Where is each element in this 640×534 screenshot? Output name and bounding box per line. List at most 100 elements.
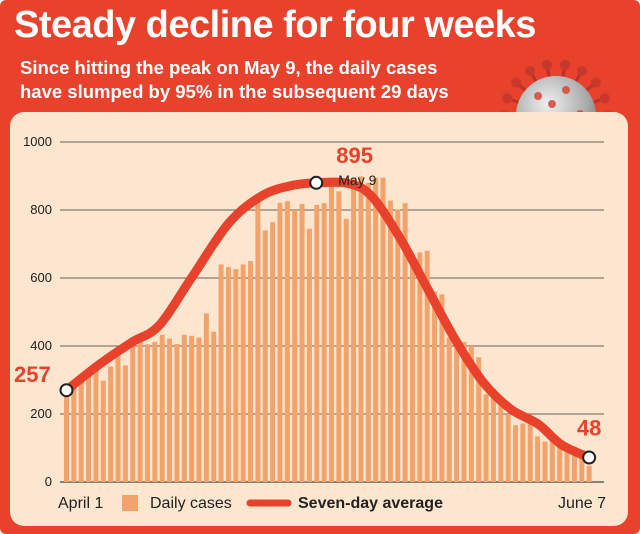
- chart-panel: 0 200 400 600 800 1000 257 895 May 9 48 April 1 D…: [10, 112, 628, 526]
- bar: [115, 355, 121, 482]
- bar: [402, 203, 408, 482]
- bar: [520, 423, 526, 482]
- marker-dot: [59, 383, 74, 398]
- bar: [365, 182, 371, 483]
- y-tick-label: 600: [30, 270, 52, 285]
- bar: [130, 343, 136, 482]
- bar: [579, 454, 585, 482]
- bar: [535, 436, 541, 482]
- bar: [571, 446, 577, 482]
- bar: [152, 341, 158, 482]
- y-tick-label: 400: [30, 338, 52, 353]
- seven-day-average-line: [62, 177, 594, 463]
- bar: [240, 264, 246, 482]
- bars-daily-cases: [64, 176, 592, 483]
- bar: [255, 194, 261, 482]
- annotation-value: 257: [14, 362, 51, 387]
- bar: [380, 177, 386, 482]
- bar: [314, 204, 320, 482]
- y-tick-label: 800: [30, 202, 52, 217]
- bar: [225, 267, 231, 482]
- y-axis-labels: 0 200 400 600 800 1000: [23, 134, 52, 489]
- bar: [144, 344, 150, 482]
- bar: [527, 417, 533, 482]
- bar: [446, 337, 452, 482]
- bar: [424, 250, 430, 482]
- legend: April 1 Daily cases Seven-day average June …: [58, 495, 606, 512]
- bar: [498, 400, 504, 482]
- bar: [122, 365, 128, 482]
- bar: [483, 394, 489, 482]
- bar: [233, 269, 239, 482]
- bar: [71, 385, 77, 482]
- bar: [86, 371, 92, 482]
- marker-dot: [309, 175, 324, 190]
- bar: [476, 357, 482, 482]
- bar: [64, 392, 70, 482]
- bar: [542, 441, 548, 482]
- bar: [409, 254, 415, 482]
- bar: [461, 341, 467, 482]
- bar: [439, 294, 445, 482]
- bar: [513, 425, 519, 482]
- bar: [351, 177, 357, 482]
- bar: [329, 177, 335, 482]
- x-tick-label-end: June 7: [558, 495, 606, 512]
- bar: [108, 366, 114, 482]
- y-tick-label: 1000: [23, 134, 52, 149]
- bar: [159, 334, 165, 482]
- bar: [248, 261, 254, 482]
- bar: [196, 337, 202, 482]
- annotation-markers: 257 895 May 9 48: [14, 143, 601, 465]
- chart-subtitle: Since hitting the peak on May 9, the dai…: [20, 56, 449, 104]
- annotation-value: 48: [577, 416, 601, 441]
- bar: [358, 176, 364, 482]
- bar: [306, 228, 312, 482]
- bar: [336, 191, 342, 483]
- bar: [211, 331, 217, 482]
- legend-label-daily-cases: Daily cases: [150, 495, 232, 512]
- bar: [167, 338, 173, 482]
- bar: [284, 201, 290, 482]
- bar: [564, 449, 570, 482]
- bar: [343, 218, 349, 482]
- chart-title: Steady decline for four weeks: [14, 4, 536, 46]
- bar: [321, 203, 327, 482]
- bar: [468, 346, 474, 482]
- bar: [174, 343, 180, 482]
- bar: [505, 414, 511, 482]
- bar: [218, 264, 224, 482]
- bar: [557, 442, 563, 482]
- subtitle-line-2: have slumped by 95% in the subsequent 29…: [20, 81, 449, 102]
- bar: [100, 380, 106, 482]
- marker-dot: [582, 450, 597, 465]
- bar: [181, 334, 187, 482]
- bar: [395, 209, 401, 482]
- bar: [490, 388, 496, 482]
- bar: [270, 222, 276, 482]
- bar: [78, 375, 84, 482]
- bar: [299, 203, 305, 482]
- bar: [189, 335, 195, 482]
- annotation-note: May 9: [338, 172, 376, 188]
- bar: [549, 434, 555, 482]
- bar: [137, 341, 143, 482]
- bar: [454, 341, 460, 482]
- bar: [417, 252, 423, 482]
- bar: [373, 177, 379, 482]
- legend-label-seven-day-average: Seven-day average: [298, 495, 443, 512]
- subtitle-line-1: Since hitting the peak on May 9, the dai…: [20, 57, 438, 78]
- bar: [203, 313, 209, 482]
- x-tick-label-start: April 1: [58, 495, 103, 512]
- annotation-value: 895: [336, 143, 373, 168]
- bar: [262, 230, 268, 482]
- cases-chart: 0 200 400 600 800 1000 257 895 May 9 48 April 1 D…: [14, 134, 606, 512]
- bar: [292, 210, 298, 482]
- legend-swatch-bars: [122, 495, 138, 511]
- y-tick-label: 200: [30, 406, 52, 421]
- bar: [586, 465, 592, 482]
- bar: [93, 365, 99, 482]
- bar: [387, 200, 393, 482]
- y-tick-label: 0: [45, 474, 52, 489]
